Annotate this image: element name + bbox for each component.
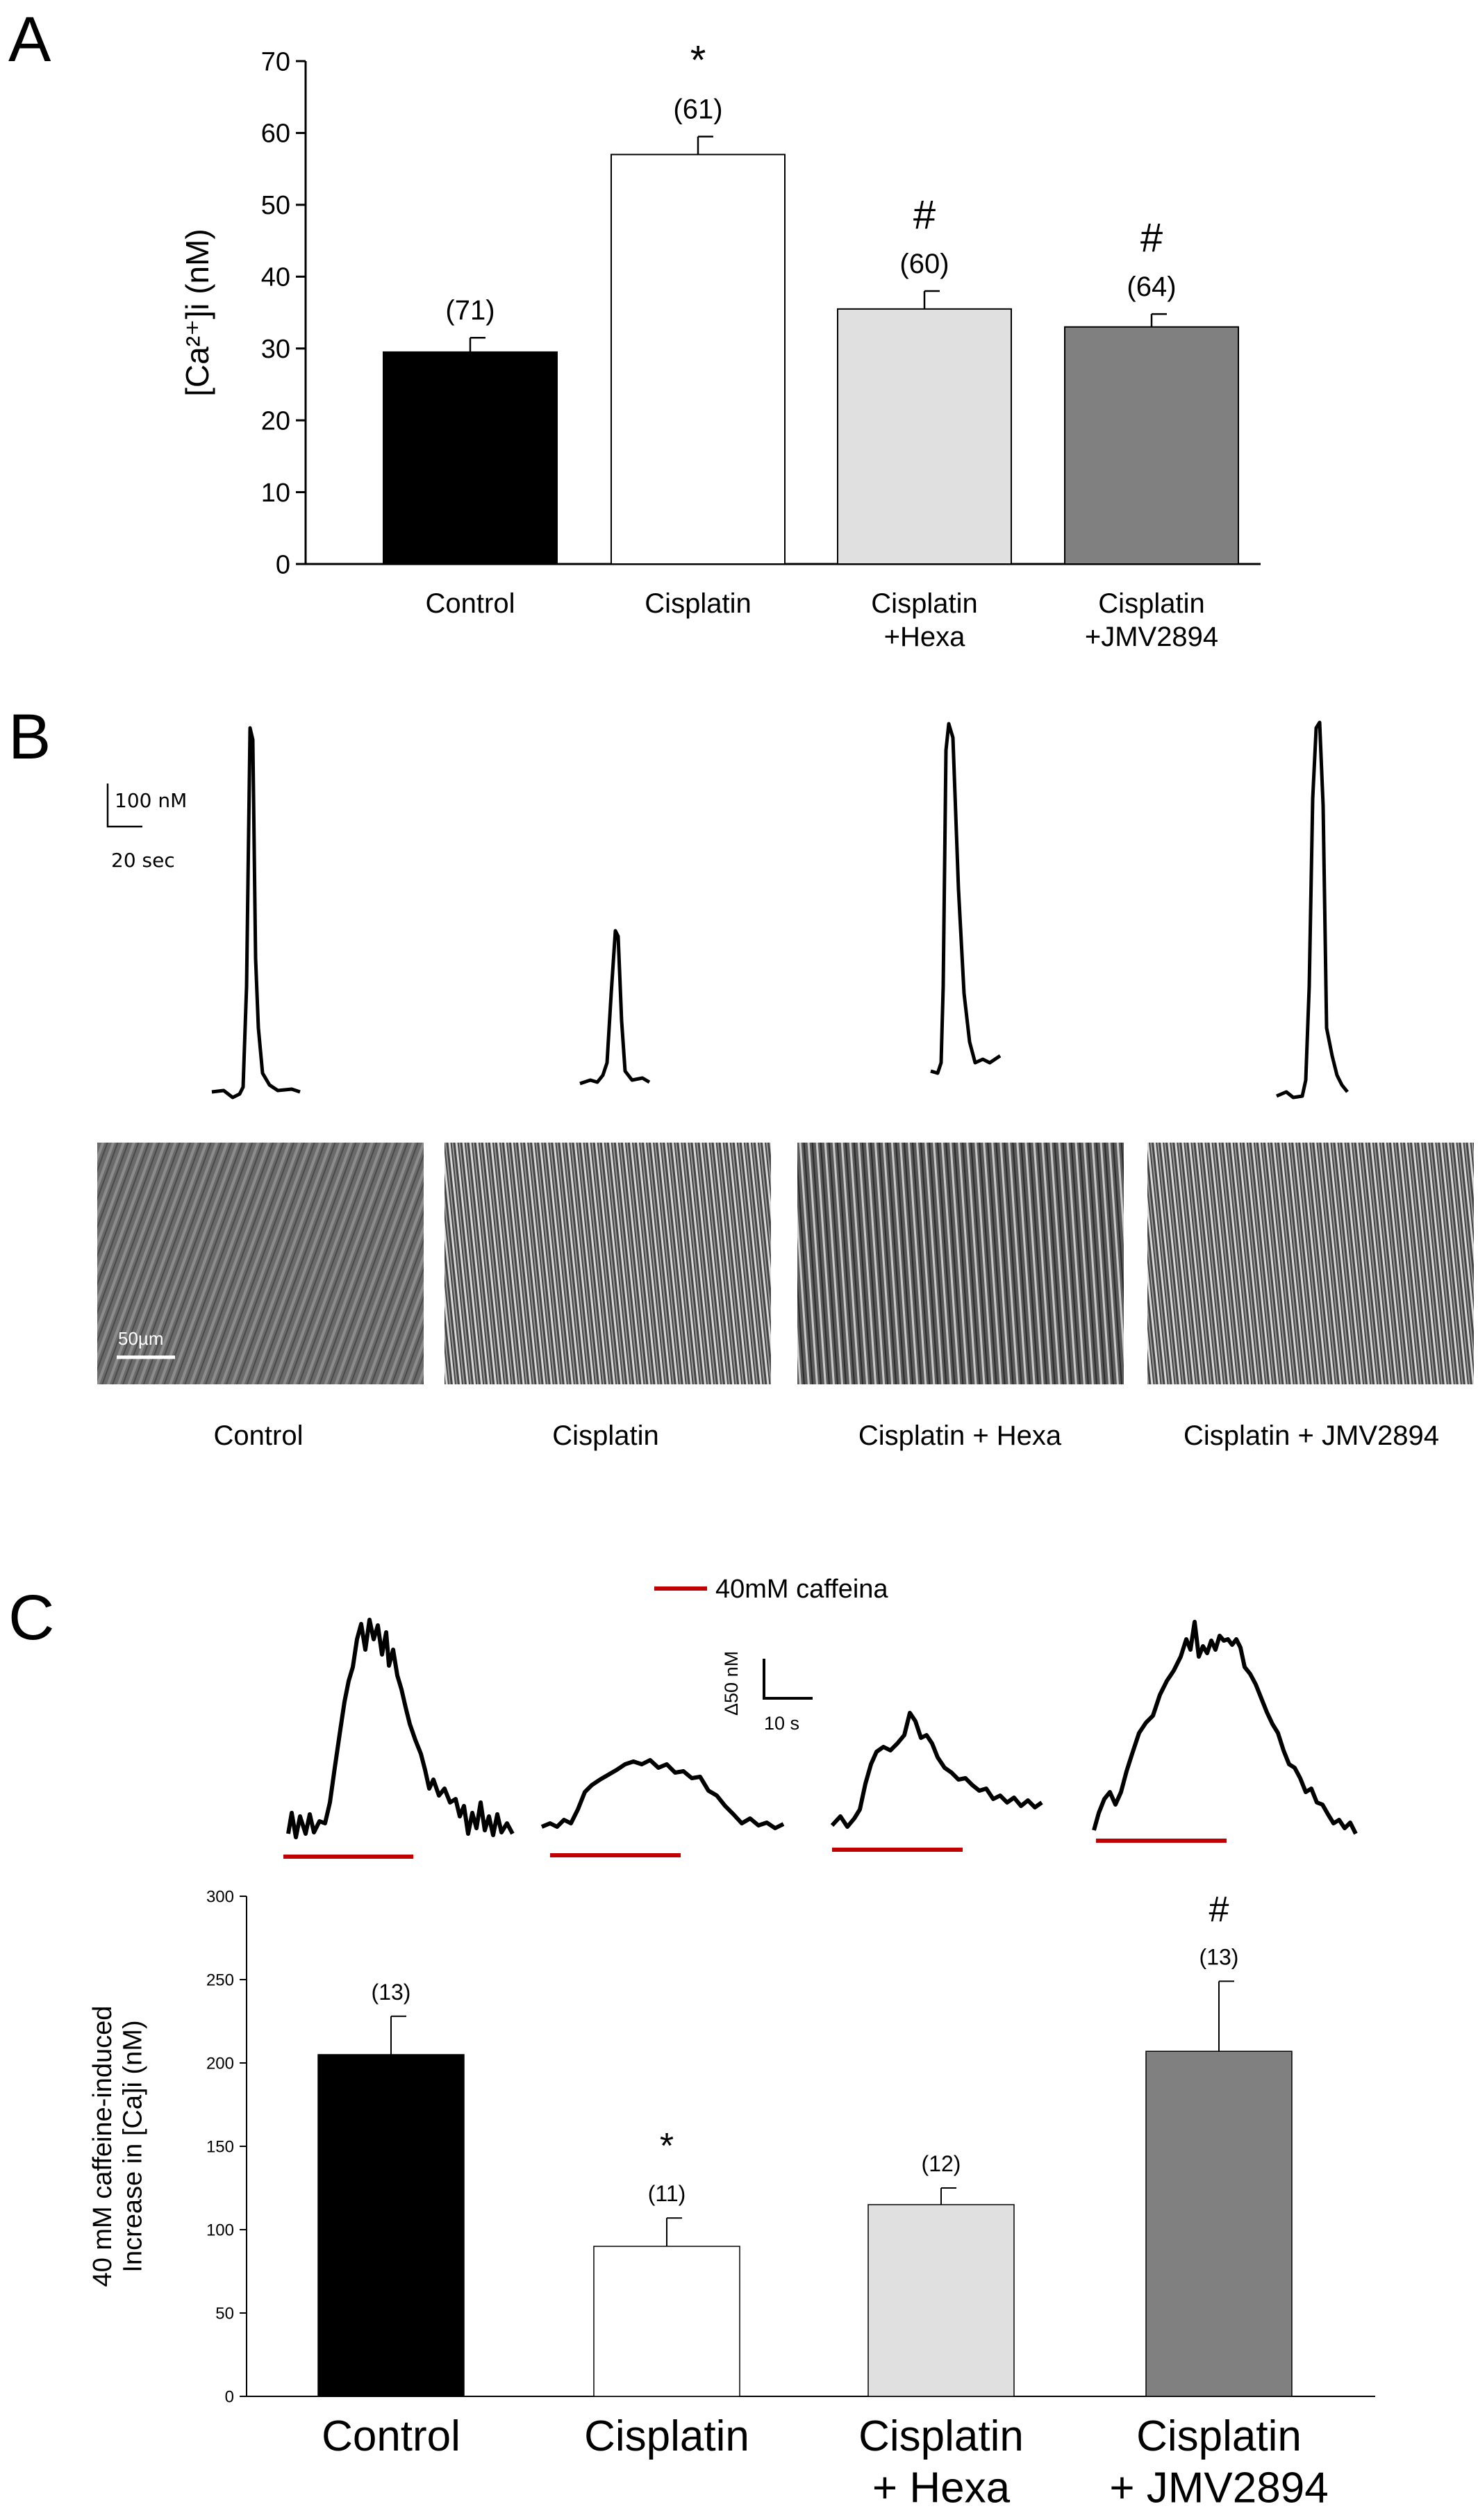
chart-c-significance-3: # bbox=[1209, 1889, 1229, 1930]
chart-c-bar-3 bbox=[1145, 2050, 1293, 2397]
trace-b-cisplatin bbox=[579, 929, 651, 1086]
micrograph-label-cisplatin: Cisplatin bbox=[552, 1420, 658, 1451]
panel-letter-c: C bbox=[8, 1582, 54, 1653]
chart-a-bar-2 bbox=[837, 308, 1012, 565]
panel-letter-a: A bbox=[8, 4, 51, 75]
chart-a-y-tick-label: 30 bbox=[261, 335, 290, 364]
chart-c-y-tick-label: 100 bbox=[206, 2221, 234, 2239]
chart-c-significance-1: * bbox=[660, 2126, 674, 2166]
micrograph-hexa bbox=[797, 1143, 1124, 1384]
chart-a-n-label-2: (60) bbox=[899, 249, 949, 279]
chart-c-n-label-0: (13) bbox=[372, 1980, 411, 2005]
scale-time-label-c: 10 s bbox=[764, 1713, 799, 1734]
micrograph-control bbox=[97, 1143, 424, 1384]
chart-a-y-tick-label: 60 bbox=[261, 119, 290, 149]
chart-a-y-tick-label: 0 bbox=[276, 550, 290, 579]
chart-c-n-label-3: (13) bbox=[1199, 1944, 1239, 1969]
micrograph-label-jmv: Cisplatin + JMV2894 bbox=[1184, 1420, 1439, 1451]
chart-c-y-tick-label: 50 bbox=[215, 2304, 234, 2323]
chart-a-category-label-3: Cisplatin bbox=[1098, 588, 1204, 619]
chart-c-category-label-3: + JMV2894 bbox=[1109, 2464, 1328, 2512]
caffeine-legend-label: 40mM caffeina bbox=[715, 1575, 888, 1604]
trace-c-cisplatin bbox=[540, 1758, 785, 1830]
chart-c-y-tick-label: 200 bbox=[206, 2054, 234, 2073]
scale-time-label-b: 20 sec bbox=[111, 849, 175, 872]
chart-a-y-tick-label: 70 bbox=[261, 47, 290, 76]
chart-c-category-label-3: Cisplatin bbox=[1136, 2412, 1302, 2460]
chart-a-significance-3: # bbox=[1140, 215, 1163, 260]
chart-c-y-tick-label: 0 bbox=[225, 2387, 234, 2406]
scale-amplitude-label-c: Δ50 nM bbox=[721, 1651, 742, 1716]
chart-c-n-label-1: (11) bbox=[648, 2181, 686, 2206]
scale-bar-b-lines bbox=[106, 784, 142, 828]
chart-a-bar-1 bbox=[611, 154, 786, 565]
chart-c-category-label-2: Cisplatin bbox=[858, 2412, 1024, 2460]
micrograph-label-control: Control bbox=[214, 1420, 304, 1451]
chart-a-bar-3 bbox=[1064, 326, 1239, 565]
trace-b-hexa bbox=[930, 722, 1002, 1075]
chart-a: 0 10 20 30 40 50 60 70 [Ca²⁺]i (nM) (71) Control (6… bbox=[179, 38, 1261, 652]
micrograph-label-hexa: Cisplatin + Hexa bbox=[858, 1420, 1062, 1451]
chart-a-category-label-2: +Hexa bbox=[884, 622, 965, 652]
micrographs-b: 50µm bbox=[97, 1143, 1474, 1384]
chart-c-y-axis-label: Increase in [Ca]i (nM) bbox=[119, 2020, 148, 2272]
chart-a-n-label-0: (71) bbox=[445, 295, 495, 326]
trace-c-control bbox=[286, 1618, 515, 1839]
micrograph-jmv bbox=[1147, 1143, 1474, 1384]
trace-c-hexa bbox=[830, 1711, 1043, 1829]
trace-c-jmv bbox=[1092, 1620, 1358, 1835]
chart-c-y-tick-label: 250 bbox=[206, 1971, 234, 1989]
chart-a-y-tick-label: 40 bbox=[261, 263, 290, 292]
caffeine-traces-c bbox=[286, 1618, 1358, 1839]
caffeine-legend: 40mM caffeina bbox=[654, 1575, 888, 1604]
chart-a-category-label-0: Control bbox=[426, 588, 515, 619]
chart-a-category-label-1: Cisplatin bbox=[645, 588, 751, 619]
chart-a-y-tick-label: 50 bbox=[261, 191, 290, 220]
chart-c-category-label-2: + Hexa bbox=[872, 2464, 1011, 2512]
chart-c-category-label-1: Cisplatin bbox=[584, 2412, 749, 2460]
chart-a-category-label-2: Cisplatin bbox=[871, 588, 977, 619]
chart-c-bar-2 bbox=[867, 2204, 1015, 2397]
scale-amplitude-label-b: 100 nM bbox=[115, 789, 187, 812]
chart-c-bar-1 bbox=[593, 2246, 740, 2397]
chart-c-n-label-2: (12) bbox=[922, 2151, 961, 2176]
chart-a-n-label-3: (64) bbox=[1127, 272, 1176, 302]
chart-a-y-tick-label: 20 bbox=[261, 406, 290, 436]
chart-a-y-axis-label: [Ca²⁺]i (nM) bbox=[179, 229, 215, 397]
chart-a-category-label-3: +JMV2894 bbox=[1085, 622, 1218, 652]
calcium-traces-b bbox=[211, 720, 1349, 1100]
panel-letter-b: B bbox=[8, 702, 51, 772]
micrograph-labels-b: Control Cisplatin Cisplatin + Hexa Cispl… bbox=[214, 1420, 1439, 1451]
caffeine-application-bars bbox=[283, 1839, 1227, 1859]
chart-c: 0 50 100 150 200 250 300 40 mM caffeine-induced… bbox=[88, 1887, 1375, 2512]
scale-bar-b: 100 nM 20 sec bbox=[106, 784, 187, 872]
trace-b-jmv bbox=[1276, 720, 1349, 1100]
chart-c-y-tick-label: 300 bbox=[206, 1887, 234, 1906]
chart-c-y-tick-label: 150 bbox=[206, 2137, 234, 2156]
micrograph-cisplatin bbox=[445, 1143, 771, 1384]
chart-a-n-label-1: (61) bbox=[673, 94, 722, 125]
scale-bar-c-lines bbox=[763, 1659, 813, 1700]
chart-c-bar-0 bbox=[317, 2054, 465, 2397]
scale-bar-c: Δ50 nM 10 s bbox=[721, 1651, 813, 1734]
micro-scale-label: 50µm bbox=[118, 1328, 164, 1349]
chart-c-y-axis-label: 40 mM caffeine-induced bbox=[88, 2006, 117, 2287]
trace-b-control bbox=[211, 726, 301, 1100]
chart-a-y-tick-label: 10 bbox=[261, 479, 290, 508]
chart-a-significance-1: * bbox=[690, 38, 706, 83]
chart-a-significance-2: # bbox=[913, 192, 936, 238]
chart-a-bar-0 bbox=[383, 351, 558, 565]
chart-c-category-label-0: Control bbox=[322, 2412, 460, 2460]
